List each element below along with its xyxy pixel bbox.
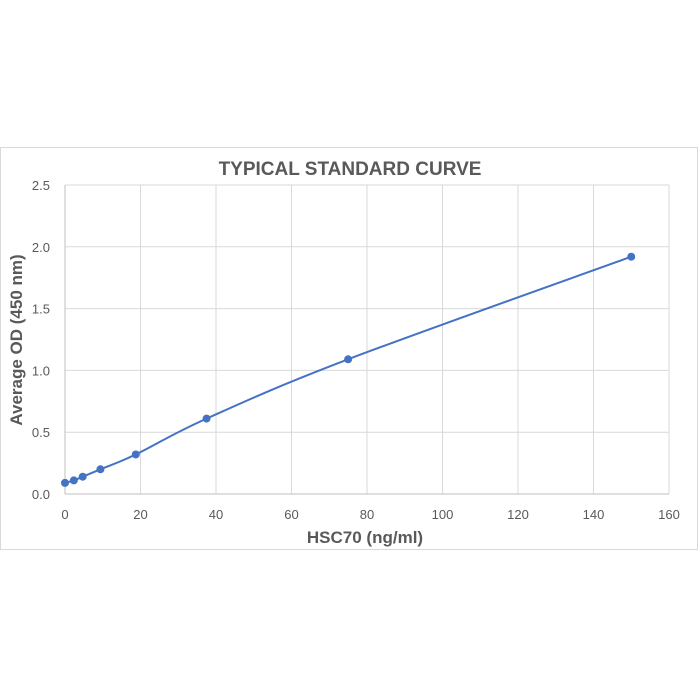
data-point (61, 478, 69, 487)
data-point (96, 465, 105, 474)
y-tick-label: 0.5 (32, 425, 50, 440)
x-tick-label: 0 (61, 507, 68, 522)
y-tick-label: 0.0 (32, 487, 50, 502)
y-tick-label: 2.0 (32, 240, 50, 255)
x-tick-label: 140 (583, 507, 605, 522)
x-tick-label: 120 (507, 507, 529, 522)
data-point (202, 414, 211, 423)
y-tick-labels: 0.0 0.5 1.0 1.5 2.0 2.5 (32, 178, 50, 502)
y-tick-label: 1.5 (32, 302, 50, 317)
y-tick-label: 1.0 (32, 363, 50, 378)
data-point (627, 252, 636, 261)
y-axis-title: Average OD (450 nm) (7, 254, 26, 425)
standard-curve-line (64, 255, 632, 484)
y-tick-label: 2.5 (32, 178, 50, 193)
x-tick-label: 40 (209, 507, 223, 522)
data-point (344, 355, 353, 364)
data-points (61, 252, 636, 487)
axes (64, 185, 669, 495)
chart-frame (0, 147, 698, 550)
x-axis-title: HSC70 (ng/ml) (307, 528, 423, 547)
x-tick-label: 100 (432, 507, 454, 522)
data-point (69, 476, 78, 485)
x-tick-labels: 0 20 40 60 80 100 120 140 160 (61, 507, 679, 522)
data-point (78, 472, 87, 481)
x-tick-label: 80 (360, 507, 374, 522)
chart-title: TYPICAL STANDARD CURVE (219, 159, 482, 180)
y-gridlines (65, 184, 669, 433)
x-tick-label: 20 (133, 507, 147, 522)
x-gridlines (140, 185, 670, 494)
x-tick-label: 60 (284, 507, 298, 522)
x-tick-label: 160 (658, 507, 680, 522)
data-point (131, 450, 140, 459)
